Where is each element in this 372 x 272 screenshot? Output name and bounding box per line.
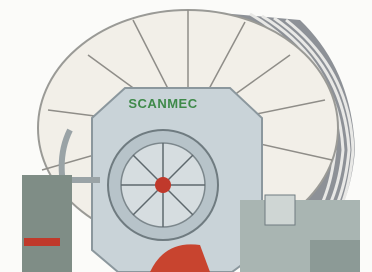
page: {"image": {"brand_label": "SCANMEC"}} SC… <box>0 0 372 272</box>
base-left <box>22 175 72 272</box>
photo: SCANMEC <box>0 0 372 272</box>
brand-label: SCANMEC <box>128 96 197 111</box>
red-marker <box>24 238 60 246</box>
inner-wheel <box>108 130 218 240</box>
